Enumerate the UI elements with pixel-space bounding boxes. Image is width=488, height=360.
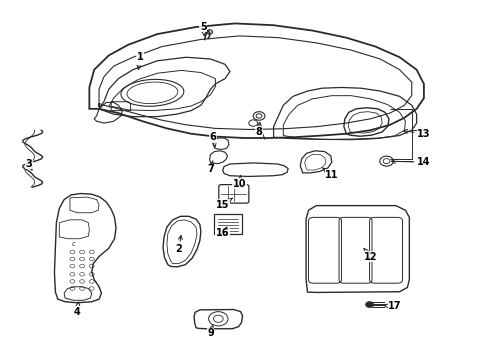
Text: 16: 16	[216, 227, 229, 238]
Text: 17: 17	[384, 301, 401, 311]
Text: 13: 13	[403, 129, 430, 139]
Text: 1: 1	[137, 52, 143, 69]
Text: c: c	[72, 241, 76, 247]
Circle shape	[365, 302, 373, 307]
Text: 10: 10	[232, 175, 246, 189]
Text: 12: 12	[363, 248, 377, 261]
Text: 5: 5	[200, 22, 206, 36]
Text: 7: 7	[207, 161, 213, 174]
Text: 8: 8	[255, 122, 262, 137]
Text: 11: 11	[322, 168, 338, 180]
Text: 2: 2	[175, 235, 182, 255]
Text: 15: 15	[216, 198, 232, 210]
Text: 9: 9	[207, 325, 213, 338]
Text: 4: 4	[74, 302, 81, 317]
Text: 6: 6	[209, 132, 216, 147]
Text: 14: 14	[391, 157, 430, 167]
Text: 3: 3	[25, 159, 32, 170]
